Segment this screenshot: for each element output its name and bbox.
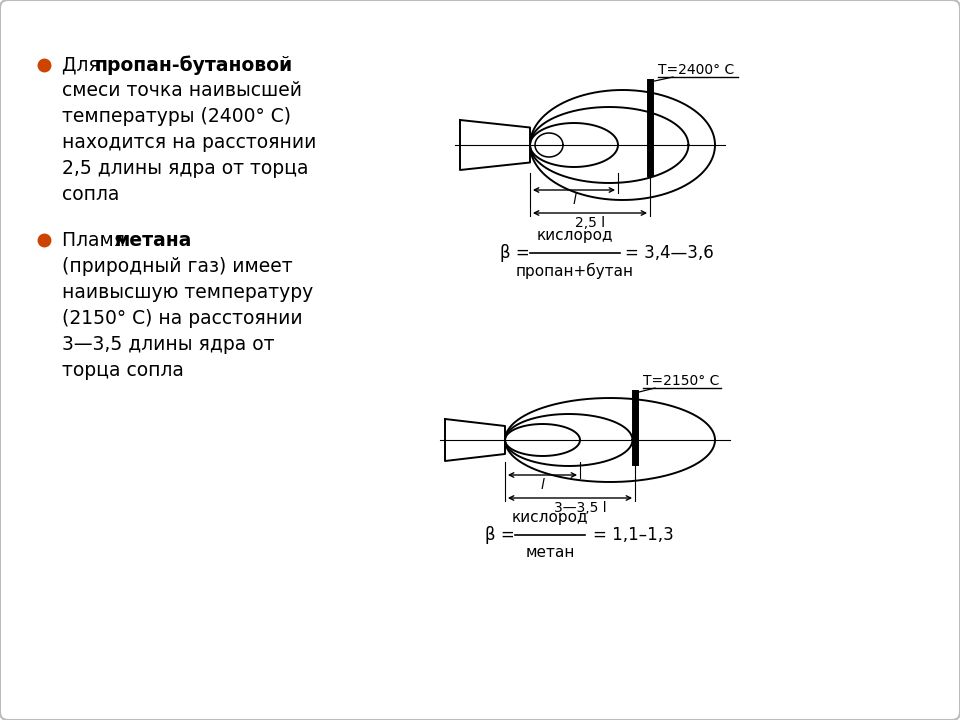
Text: = 1,1–1,3: = 1,1–1,3 <box>593 526 674 544</box>
Text: (2150° С) на расстоянии: (2150° С) на расстоянии <box>62 308 302 328</box>
Text: l: l <box>572 193 576 207</box>
Text: метан: метан <box>525 545 575 560</box>
Text: температуры (2400° С): температуры (2400° С) <box>62 107 291 127</box>
Text: 3—3,5 длины ядра от: 3—3,5 длины ядра от <box>62 335 275 354</box>
Text: = 3,4—3,6: = 3,4—3,6 <box>625 244 713 262</box>
Text: Для: Для <box>62 55 106 74</box>
Text: β =: β = <box>500 244 535 262</box>
Text: находится на расстоянии: находится на расстоянии <box>62 133 317 153</box>
Text: смеси точка наивысшей: смеси точка наивысшей <box>62 81 302 101</box>
Text: β =: β = <box>485 526 520 544</box>
Text: T=2400° C: T=2400° C <box>658 63 734 77</box>
Text: метана: метана <box>114 230 191 250</box>
Text: Пламя: Пламя <box>62 230 132 250</box>
Text: торца сопла: торца сопла <box>62 361 184 379</box>
Text: пропан-бутановой: пропан-бутановой <box>94 55 292 75</box>
Text: наивысшую температуру: наивысшую температуру <box>62 282 313 302</box>
Text: сопла: сопла <box>62 186 119 204</box>
Text: 3—3,5 l: 3—3,5 l <box>554 501 607 515</box>
Text: l: l <box>540 478 544 492</box>
Text: кислород: кислород <box>512 510 588 525</box>
Text: 2,5 l: 2,5 l <box>575 216 605 230</box>
Text: пропан+бутан: пропан+бутан <box>516 263 634 279</box>
Text: (природный газ) имеет: (природный газ) имеет <box>62 256 293 276</box>
Text: кислород: кислород <box>537 228 613 243</box>
Text: T=2150° C: T=2150° C <box>643 374 719 388</box>
Text: 2,5 длины ядра от торца: 2,5 длины ядра от торца <box>62 160 308 179</box>
